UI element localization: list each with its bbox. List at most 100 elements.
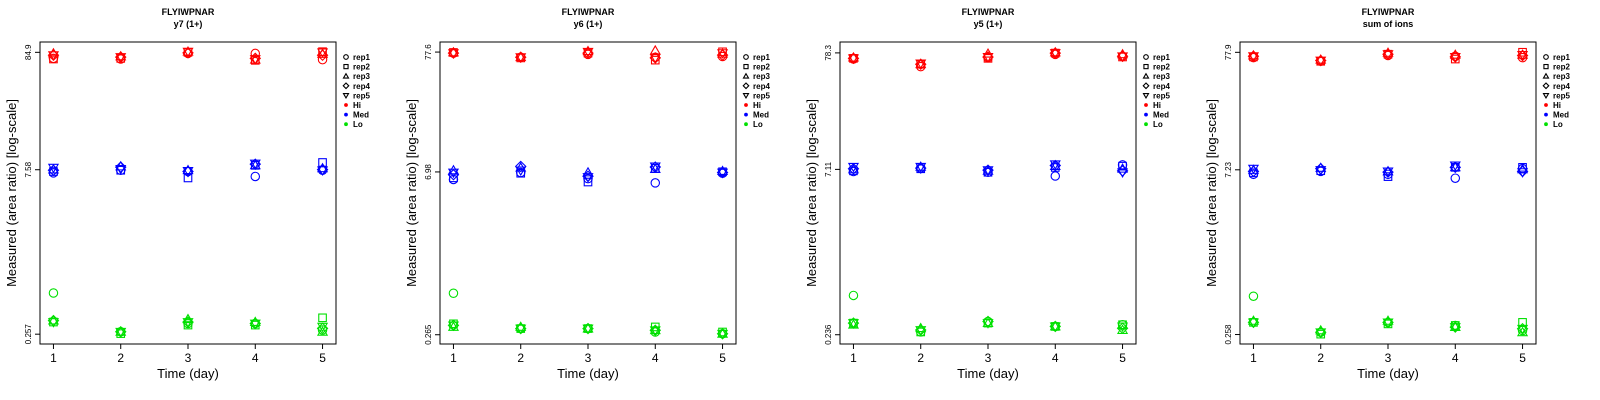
point-med-rep2 (1118, 161, 1127, 171)
legend-marker-rep3 (1542, 72, 1550, 79)
point-med-rep3 (1315, 162, 1327, 172)
legend-marker-rep2 (743, 63, 749, 70)
legend-marker-rep3 (342, 72, 350, 79)
legend-marker-rep1 (1543, 54, 1549, 60)
plot-frame (439, 41, 737, 345)
point-lo-rep3 (1449, 321, 1461, 331)
x-tick-label: 4 (1452, 351, 1459, 365)
point-med-rep5 (982, 166, 994, 176)
point-lo-rep3 (649, 324, 661, 335)
legend-marker-hi (1544, 103, 1548, 107)
point-lo-rep5 (1247, 318, 1260, 329)
y-tick-label: 0.257 (24, 324, 33, 345)
legend-marker-med (1544, 112, 1548, 117)
point-med-rep3 (582, 166, 594, 177)
point-med-rep5 (1449, 161, 1461, 172)
legend-label: rep5 (753, 91, 770, 100)
point-hi-rep5 (316, 48, 329, 58)
legend-label: Med (353, 111, 369, 120)
chart-subtitle: y6 (1+) (574, 19, 603, 29)
legend-marker-rep3 (1142, 72, 1150, 79)
legend-marker-rep5 (742, 93, 750, 100)
chart-panel-3: FLYIWPNAR y5 (1+) 1 2 3 4 5 0.236 7.11 78.3 Time (… (804, 7, 1170, 381)
point-hi-rep5 (1116, 52, 1129, 63)
legend-marker-rep1 (1143, 54, 1149, 60)
x-tick-label: 2 (517, 351, 524, 365)
y-tick-label: 6.98 (424, 164, 433, 180)
point-hi-rep4 (716, 49, 729, 61)
legend-label: rep4 (753, 82, 770, 91)
legend-marker-med (1144, 112, 1148, 117)
point-hi-rep4 (316, 49, 329, 62)
y-axis-label: Measured (area ratio) [log-scale] (804, 99, 819, 287)
legend-marker-med (744, 112, 748, 117)
point-hi-rep5 (115, 53, 127, 63)
point-hi-rep2 (1450, 54, 1460, 64)
point-lo-rep5 (182, 318, 194, 328)
point-lo-rep5 (47, 318, 60, 328)
point-med-rep3 (316, 162, 329, 173)
chart-subtitle: sum of ions (1363, 19, 1414, 29)
point-med-rep4 (1247, 165, 1260, 178)
point-lo-rep5 (716, 329, 729, 340)
y-tick-label: 7.58 (24, 161, 33, 177)
point-hi-rep2 (49, 54, 58, 64)
point-hi-rep5 (649, 54, 661, 64)
point-hi-rep5 (847, 54, 860, 65)
x-tick-label: 5 (1519, 351, 1526, 365)
y-tick-label: 7.11 (824, 161, 833, 177)
x-tick-label: 4 (1052, 351, 1059, 365)
x-tick-label: 4 (652, 351, 659, 365)
point-med-rep1 (1050, 171, 1061, 181)
point-med-rep5 (182, 166, 194, 177)
y-tick-label: 0.265 (424, 324, 433, 345)
data-points (447, 44, 729, 340)
legend-label: Med (1153, 111, 1169, 120)
x-tick-label: 3 (1385, 351, 1392, 365)
point-med-rep4 (447, 168, 460, 181)
legend-label: Lo (1553, 120, 1563, 129)
point-hi-rep3 (515, 51, 527, 62)
point-hi-rep3 (1049, 46, 1061, 57)
point-hi-rep5 (47, 51, 60, 61)
legend-marker-rep4 (1142, 82, 1150, 90)
y-tick-label: 7.23 (1224, 161, 1233, 177)
point-hi-rep5 (515, 53, 527, 63)
legend-marker-rep1 (743, 54, 749, 60)
x-axis-label: Time (day) (1357, 366, 1419, 381)
point-hi-rep3 (1382, 47, 1394, 57)
legend-label: rep5 (1553, 91, 1570, 100)
chart-panel-1: FLYIWPNAR y7 (1+) 1 2 3 4 5 0.257 7.58 84.9 Time (… (4, 7, 370, 381)
y-axis-label: Measured (area ratio) [log-scale] (404, 99, 419, 287)
point-lo-rep5 (1516, 324, 1529, 335)
point-hi-rep3 (447, 46, 460, 57)
point-hi-rep5 (716, 49, 729, 59)
legend-marker-hi (1144, 103, 1148, 107)
legend-label: rep3 (753, 72, 770, 81)
legend-marker-rep2 (1543, 63, 1549, 70)
point-med-rep5 (1247, 164, 1260, 175)
data-points (847, 46, 1129, 337)
point-lo-rep5 (115, 327, 127, 338)
point-lo-rep3 (115, 326, 127, 336)
point-med-rep3 (182, 164, 194, 175)
point-med-rep5 (716, 168, 729, 179)
point-lo-rep3 (582, 322, 594, 333)
y-tick-label: 77.9 (1224, 44, 1233, 60)
point-hi-rep5 (1449, 52, 1461, 63)
point-lo-rep3 (716, 328, 729, 338)
point-med-rep2 (183, 173, 193, 183)
chart-subtitle: y5 (1+) (974, 19, 1003, 29)
legend-label: rep2 (753, 63, 770, 72)
legend-label: rep1 (353, 53, 370, 62)
point-med-rep5 (649, 162, 661, 173)
point-hi-rep5 (1315, 56, 1327, 67)
point-lo-rep5 (1382, 318, 1394, 329)
legend-label: rep3 (1553, 72, 1570, 81)
point-lo-rep3 (1049, 320, 1061, 331)
point-med-rep5 (115, 165, 127, 175)
point-lo-rep5 (982, 319, 994, 329)
plot-frame (839, 41, 1137, 345)
